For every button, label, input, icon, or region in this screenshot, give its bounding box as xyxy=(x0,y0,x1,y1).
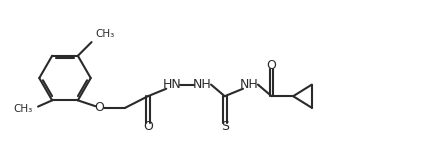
Text: HN: HN xyxy=(163,78,181,91)
Text: S: S xyxy=(221,120,229,133)
Text: NH: NH xyxy=(239,78,258,91)
Text: CH₃: CH₃ xyxy=(96,29,115,39)
Text: O: O xyxy=(143,120,153,133)
Text: O: O xyxy=(267,59,277,72)
Text: NH: NH xyxy=(193,78,211,91)
Text: O: O xyxy=(94,101,104,114)
Text: CH₃: CH₃ xyxy=(14,104,33,114)
